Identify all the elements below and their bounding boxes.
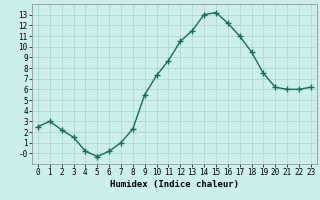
X-axis label: Humidex (Indice chaleur): Humidex (Indice chaleur) (110, 180, 239, 189)
